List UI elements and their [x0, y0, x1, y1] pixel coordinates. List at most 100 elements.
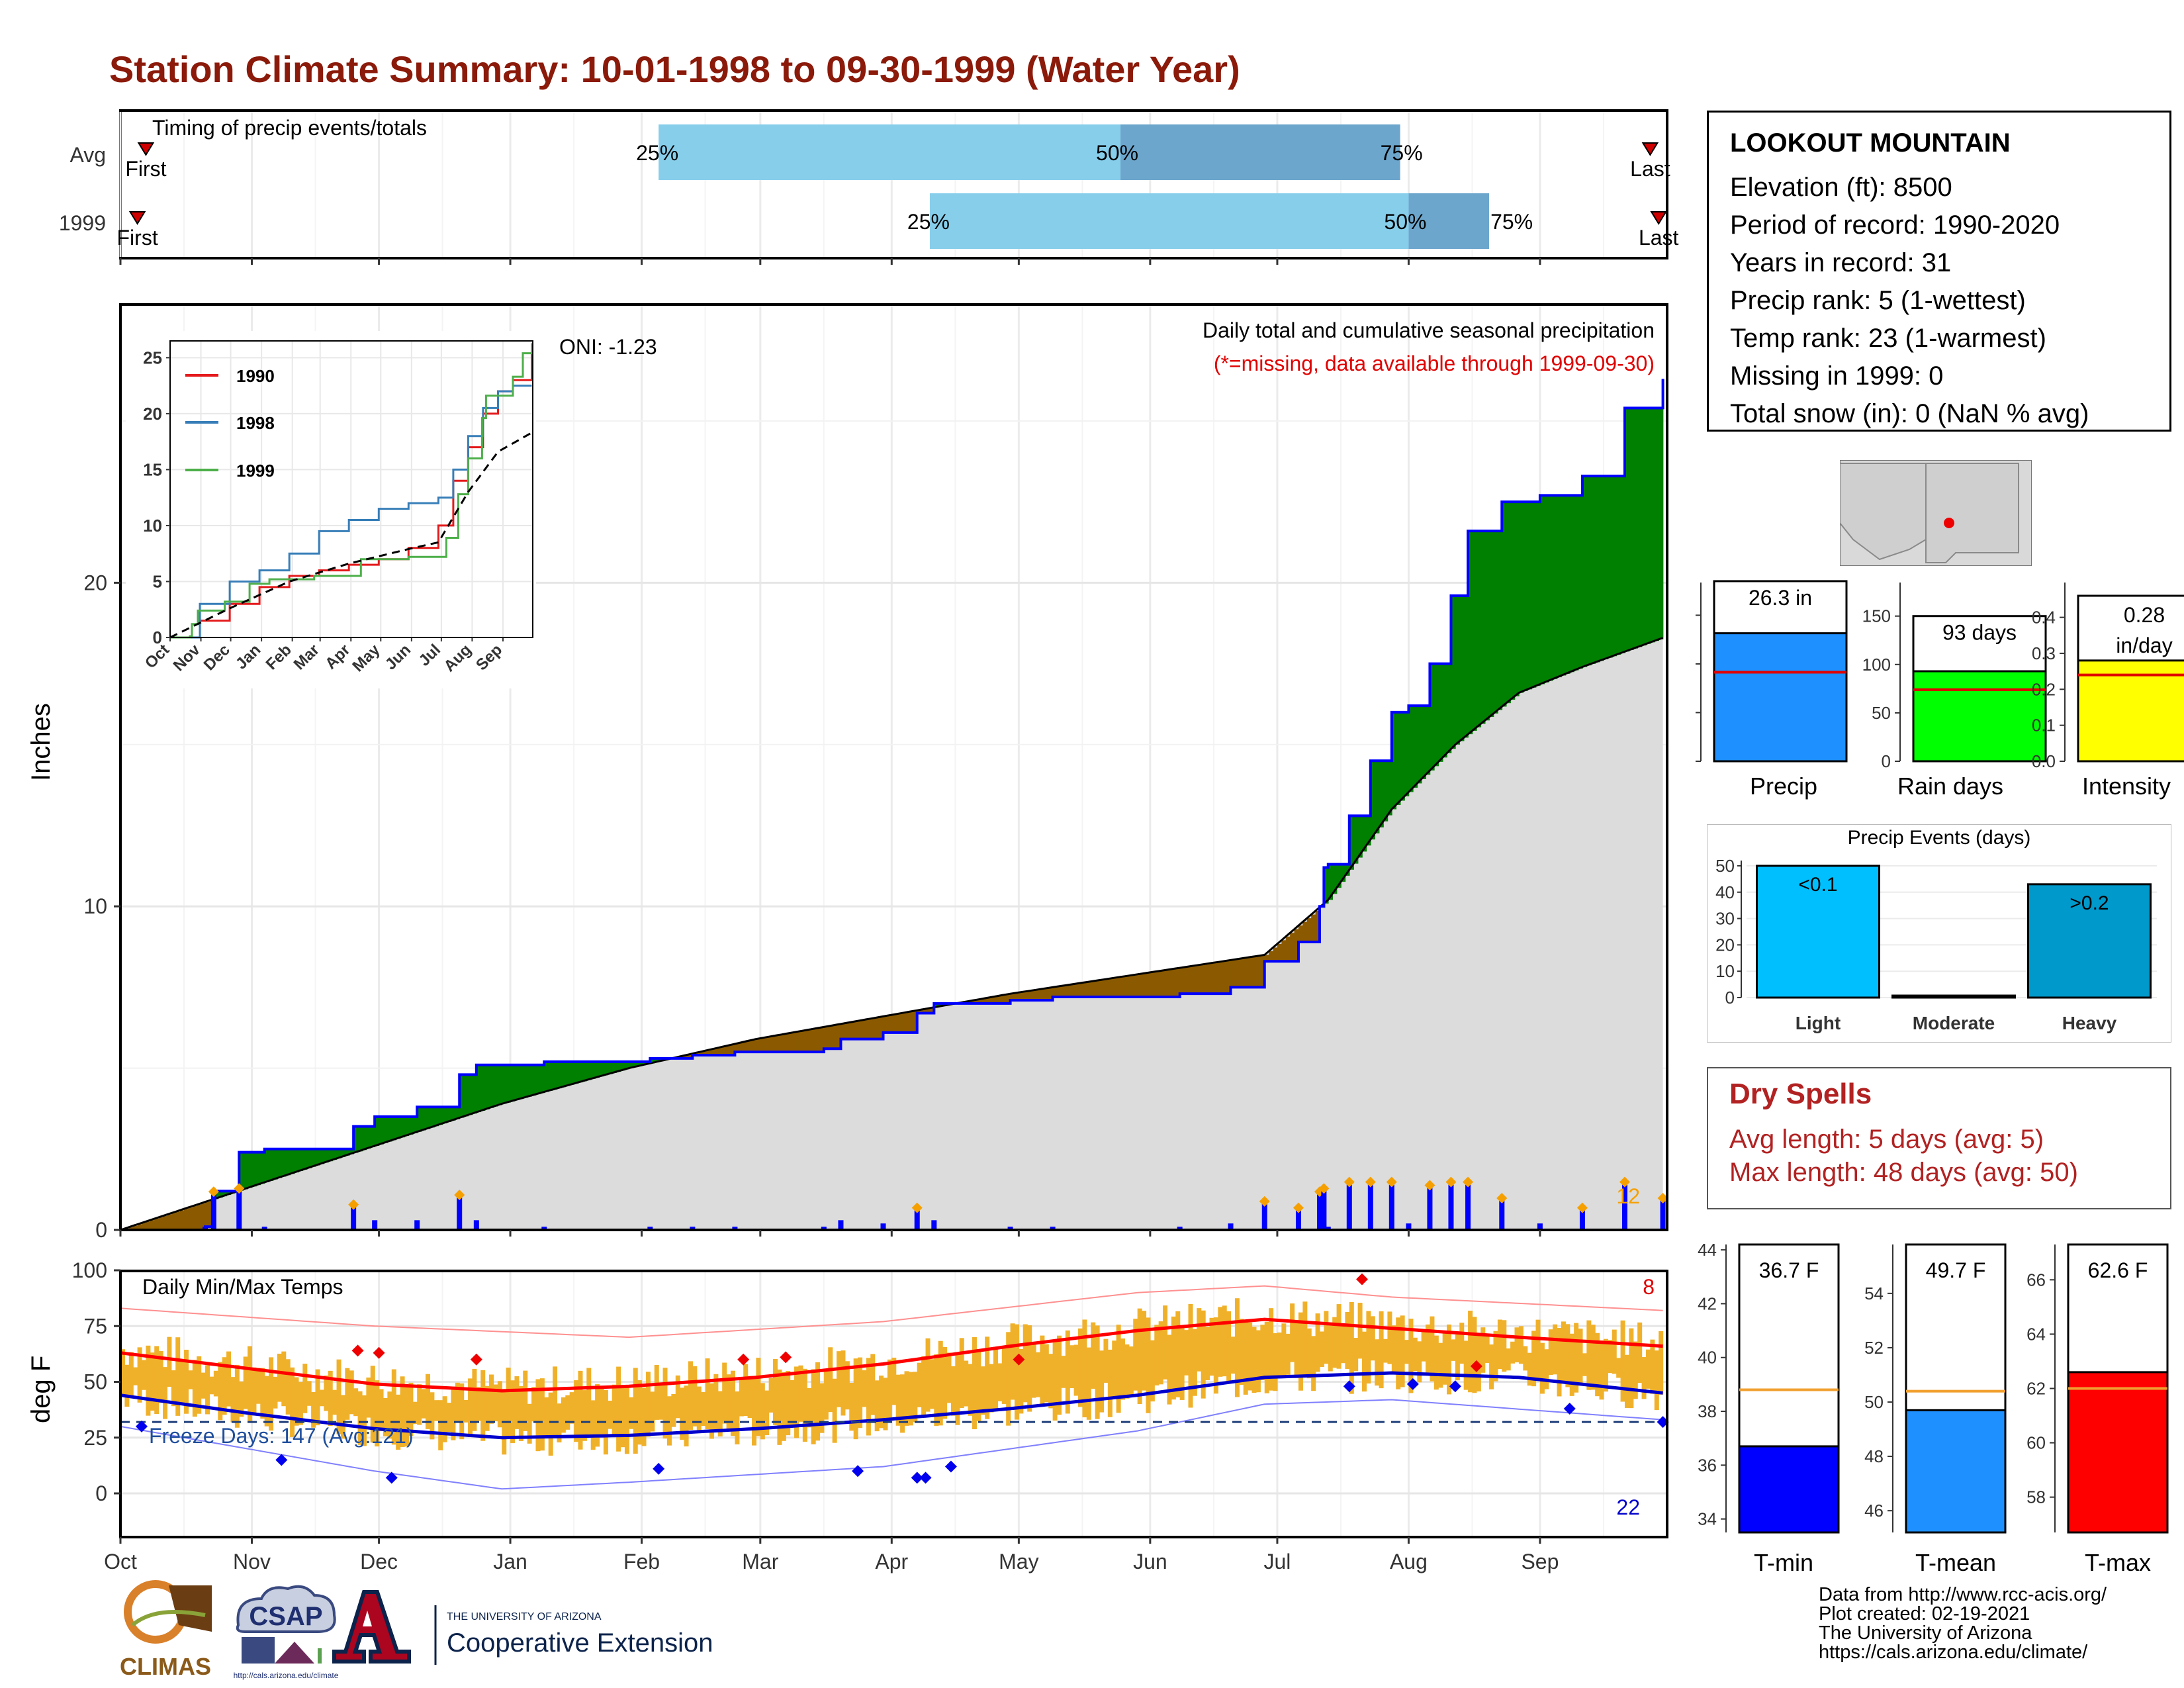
daily-temp-range: [1629, 1328, 1634, 1409]
dry-spells-box: Dry Spells Avg length: 5 days (avg: 5) M…: [1707, 1067, 2171, 1209]
above-average-area: [608, 1061, 613, 1074]
below-average-area: [1086, 982, 1092, 998]
month-label: Jul: [1263, 1550, 1291, 1573]
temp-value-label: 36.7 F: [1759, 1258, 1819, 1282]
record-min-line: [120, 1399, 1663, 1490]
tmin-bar-chart: 36.7 F 34 36 38 40 42 44: [1698, 1240, 1840, 1534]
above-average-area: [1484, 531, 1490, 721]
daily-temp-range: [1061, 1356, 1066, 1388]
daily-temp-range: [383, 1397, 388, 1436]
daily-precip-bar: [1499, 1201, 1505, 1230]
daily-temp-range: [1433, 1335, 1439, 1390]
daily-temp-range: [433, 1400, 439, 1421]
below-average-area: [197, 1204, 202, 1230]
daily-temp-range: [1209, 1317, 1214, 1376]
daily-temp-range: [730, 1370, 735, 1436]
daily-temp-range: [345, 1368, 350, 1420]
daily-temp-range: [1167, 1335, 1172, 1405]
events-bar-label: >0.2: [2070, 892, 2109, 914]
above-average-area: [1332, 864, 1338, 894]
below-average-area: [146, 1221, 151, 1230]
daily-temp-range: [756, 1358, 761, 1436]
events-ytick-label: 50: [1715, 856, 1735, 876]
inset-line-average: [169, 432, 533, 639]
inset-chart: 1990 1998 1999 0510152025OctNovDecJanFeb…: [126, 331, 536, 688]
value-label-line2: in/day: [2116, 633, 2172, 657]
below-average-area: [980, 999, 985, 1004]
temp-bar-ytick-label: 44: [1698, 1240, 1717, 1260]
below-average-area: [1133, 974, 1138, 998]
below-average-area: [1069, 984, 1075, 998]
timing-bar-50-75: [1120, 124, 1400, 180]
daily-precip-bar: [931, 1220, 937, 1230]
daily-temp-range: [1269, 1308, 1274, 1391]
daily-temp-range: [557, 1403, 562, 1442]
daily-temp-range: [790, 1380, 795, 1428]
above-average-area: [1539, 495, 1545, 684]
daily-temp-range: [887, 1359, 892, 1421]
daily-temp-range: [188, 1370, 193, 1389]
month-label: Nov: [233, 1550, 271, 1573]
ytick-label: 0.4: [2032, 608, 2056, 628]
daily-temp-range: [633, 1368, 638, 1454]
daily-temp-range: [1620, 1320, 1625, 1402]
footer-university: The University of Arizona: [1819, 1622, 2032, 1644]
below-average-area: [1285, 936, 1291, 962]
daily-temp-range: [950, 1366, 956, 1416]
below-average-area: [150, 1220, 156, 1230]
above-average-area: [1451, 595, 1456, 749]
daily-precip-bar: [1388, 1184, 1394, 1230]
daily-temp-range: [1179, 1327, 1185, 1400]
daily-temp-range: [1142, 1311, 1147, 1391]
above-average-area: [539, 1064, 545, 1094]
above-average-area: [1472, 531, 1477, 731]
above-average-area: [1442, 663, 1447, 758]
above-average-area: [1569, 495, 1574, 673]
daily-temp-range: [1599, 1340, 1604, 1400]
above-average-area: [1362, 816, 1367, 852]
daily-temp-range: [328, 1370, 333, 1426]
daily-temp-range: [921, 1356, 927, 1418]
daily-temp-range: [1251, 1327, 1257, 1393]
daily-temp-range: [1260, 1325, 1265, 1380]
daily-temp-range: [1426, 1324, 1431, 1376]
below-average-area: [913, 1011, 918, 1033]
heavy-event-marker: [1343, 1176, 1355, 1188]
below-average-area: [1243, 958, 1248, 988]
above-average-area: [1531, 502, 1537, 688]
daily-temp-range: [802, 1368, 807, 1442]
daily-temp-range: [1311, 1336, 1316, 1391]
daily-temp-range: [1527, 1352, 1532, 1386]
above-average-area: [1582, 476, 1588, 667]
below-average-area: [1019, 992, 1024, 1000]
daily-temp-range: [671, 1393, 676, 1427]
heavy-event-marker: [208, 1186, 219, 1197]
daily-temp-range: [1561, 1321, 1566, 1384]
below-average-area: [790, 1033, 795, 1053]
above-average-area: [1561, 495, 1567, 676]
daily-temp-range: [578, 1370, 583, 1450]
below-average-area: [1167, 969, 1172, 998]
record-max-line: [120, 1285, 1663, 1338]
above-average-area: [1535, 502, 1541, 686]
below-average-area: [1302, 921, 1308, 942]
daily-temp-range: [447, 1403, 452, 1432]
daily-temp-range: [150, 1352, 155, 1411]
station-years: Years in record: 31: [1730, 248, 1952, 277]
temp-yticks: 0 25 50 75 100: [72, 1258, 120, 1505]
daily-temp-range: [1124, 1344, 1130, 1399]
daily-temp-range: [179, 1359, 185, 1404]
daily-temp-range: [684, 1385, 689, 1447]
daily-temp-range: [400, 1376, 405, 1447]
above-average-area: [1438, 663, 1443, 762]
logos: CLIMAS CSAP http://cals.arizona.edu/clim…: [120, 1580, 713, 1680]
daily-temp-range: [1184, 1330, 1189, 1376]
daily-temp-range: [1340, 1325, 1345, 1364]
ua-top-text: THE UNIVERSITY OF ARIZONA: [447, 1611, 602, 1622]
below-average-area: [841, 1023, 846, 1039]
daily-temp-range: [1137, 1308, 1142, 1405]
above-average-area: [1586, 476, 1592, 666]
daily-temp-range: [281, 1351, 287, 1407]
daily-temp-range: [1243, 1322, 1248, 1395]
below-average-area: [1298, 925, 1304, 942]
